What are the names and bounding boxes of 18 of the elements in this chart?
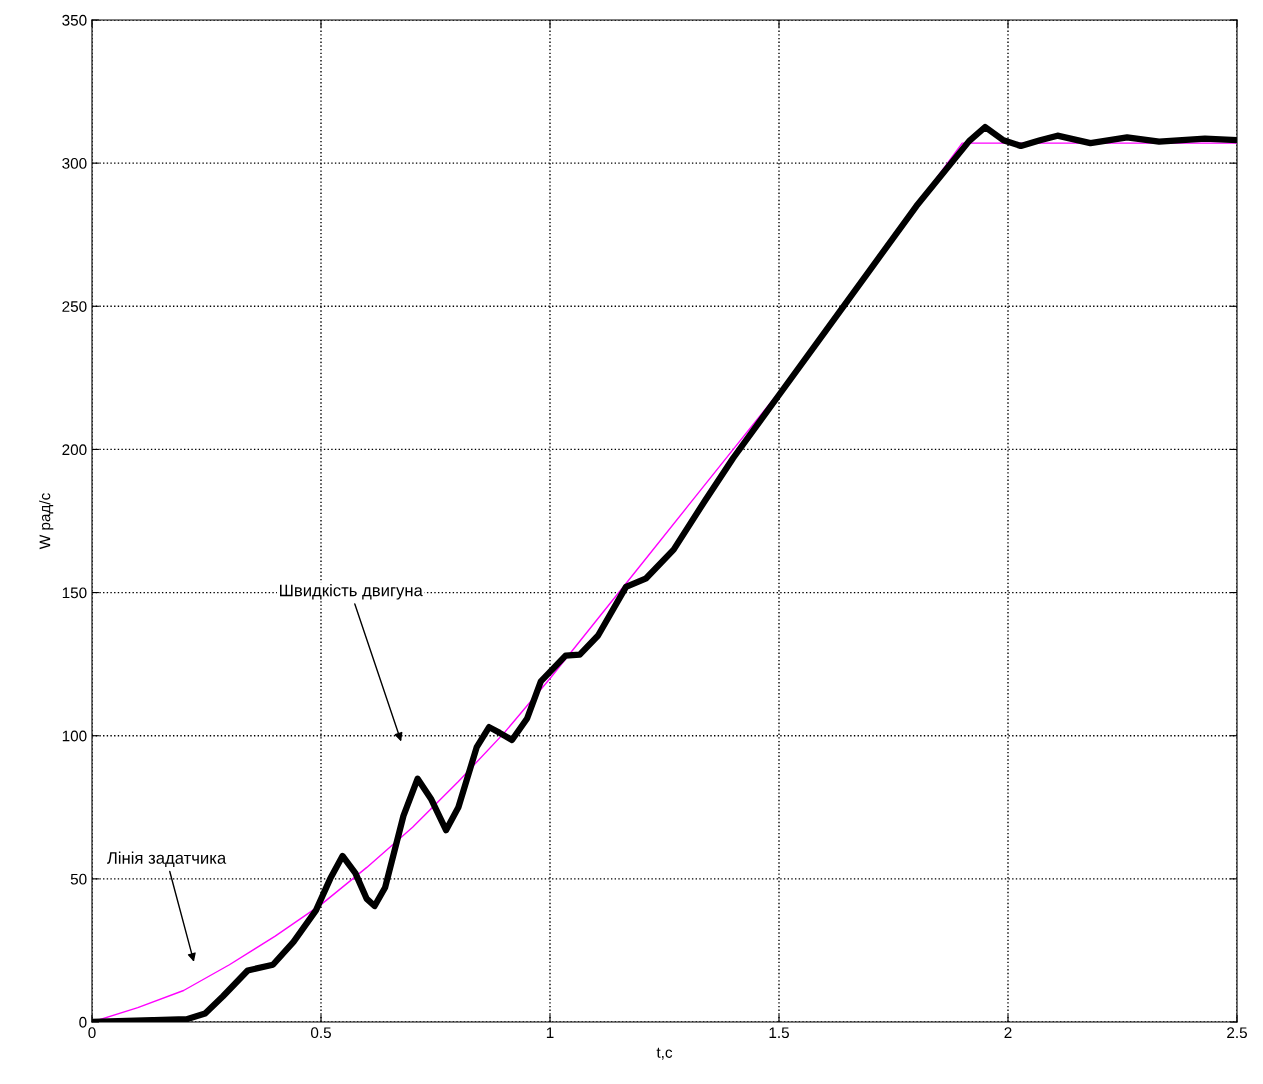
x-tick-label: 1.5 xyxy=(769,1027,789,1039)
y-tick-label: 50 xyxy=(70,873,87,885)
annotation: Швидкість двигуна xyxy=(280,584,423,600)
y-tick-label: 250 xyxy=(62,301,87,312)
x-tick-label: 2.5 xyxy=(1227,1027,1247,1039)
y-tick-label: 350 xyxy=(62,14,87,26)
y-tick-label: 200 xyxy=(62,444,87,456)
x-axis-title: t,c xyxy=(656,1047,673,1060)
y-tick-label: 100 xyxy=(62,730,87,742)
x-tick-label: 0.5 xyxy=(310,1027,331,1039)
x-tick-label: 0 xyxy=(88,1027,96,1039)
y-tick-label: 150 xyxy=(62,587,87,599)
y-tick-label: 300 xyxy=(62,158,87,169)
y-tick-label: 0 xyxy=(79,1016,87,1028)
annotation: Лінія задатчика xyxy=(107,851,227,867)
y-axis-title: W рад/с xyxy=(39,493,54,550)
x-tick-label: 2 xyxy=(1004,1027,1012,1038)
x-tick-label: 1 xyxy=(546,1027,554,1038)
